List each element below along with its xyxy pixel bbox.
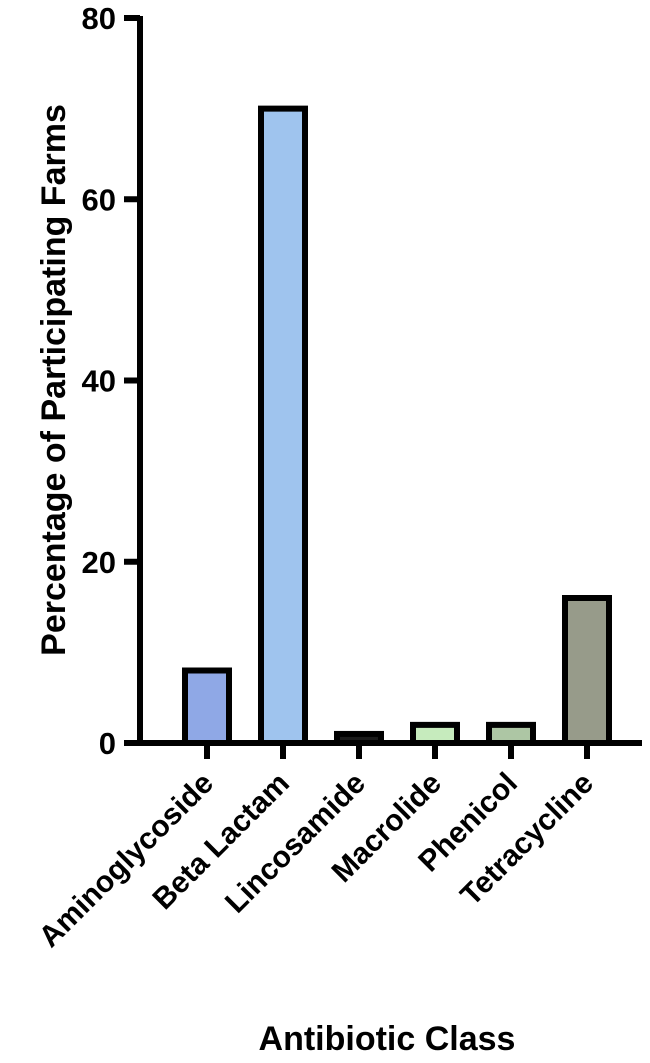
y-axis-title: Percentage of Participating Farms — [35, 104, 73, 656]
bars-group — [182, 105, 612, 746]
bar-beta-lactam — [258, 105, 308, 746]
y-tick-label: 40 — [82, 364, 116, 399]
x-axis-title: Antibiotic Class — [259, 1020, 516, 1058]
x-tick-label: Tetracycline — [454, 767, 600, 913]
y-tick-label: 20 — [82, 545, 116, 580]
y-axis: 0 20 40 60 80 — [82, 1, 143, 761]
bar-tetracycline — [562, 595, 612, 746]
bar-aminoglycoside — [182, 667, 232, 746]
y-tick-label: 80 — [82, 1, 116, 36]
y-tick-label: 0 — [99, 726, 116, 761]
y-tick-label: 60 — [82, 182, 116, 217]
